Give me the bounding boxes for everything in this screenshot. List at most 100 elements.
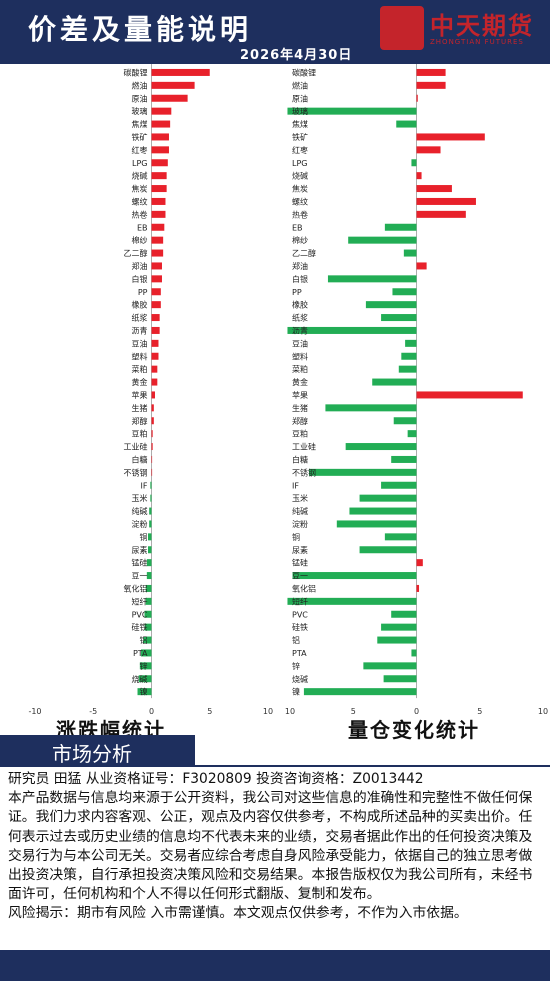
category-label: 螺纹 [292, 196, 308, 206]
x-tick-label: 5 [351, 707, 356, 716]
category-label: 豆粕 [292, 429, 308, 439]
category-label: 乙二醇 [124, 248, 148, 258]
category-label: 烧碱 [132, 674, 148, 684]
x-tick-label: 5 [207, 707, 212, 716]
bar [381, 314, 417, 322]
bar [151, 314, 160, 322]
bar [145, 597, 152, 605]
logo-name: 中天期货 [430, 11, 534, 40]
category-label: 原油 [132, 93, 148, 103]
category-label: PVC [132, 610, 148, 619]
category-label: 燃油 [132, 80, 148, 90]
category-label: 工业硅 [292, 442, 316, 452]
bar [151, 249, 164, 257]
bar [359, 494, 417, 502]
category-label: 烧碱 [292, 674, 308, 684]
category-label: 铜 [292, 532, 300, 542]
x-tick-label: 0 [414, 707, 419, 716]
bar [151, 404, 154, 412]
category-label: 红枣 [132, 145, 148, 155]
bar [416, 94, 418, 102]
category-label: 豆油 [132, 338, 148, 348]
bar [151, 262, 162, 270]
category-label: 尿素 [292, 545, 308, 555]
category-label: PP [292, 288, 302, 297]
bar [151, 236, 164, 244]
category-label: 豆一 [292, 572, 308, 581]
category-label: 淀粉 [132, 519, 148, 529]
category-label: 尿素 [132, 545, 148, 555]
bar [151, 146, 169, 154]
bar [372, 378, 417, 386]
bar-charts: 碳酸锂燃油原油玻璃焦煤铁矿红枣LPG烧碱焦炭螺纹热卷EB棉纱乙二醇郑油白银PP橡… [28, 64, 548, 716]
category-label: 纯碱 [132, 506, 148, 516]
category-label: 郑醇 [292, 416, 308, 426]
category-label: PTA [133, 649, 148, 658]
bar [336, 520, 417, 528]
bar [141, 649, 152, 657]
category-label: 铜 [140, 532, 148, 542]
bar [149, 520, 152, 528]
analysis-text: 研究员 田猛 从业资格证号：F3020809 投资咨询资格：Z0013442 本… [8, 770, 544, 924]
bar [151, 468, 153, 476]
category-label: 不锈钢 [124, 467, 148, 477]
bar [287, 326, 417, 334]
category-label: 生猪 [292, 403, 308, 413]
bar [363, 662, 417, 670]
category-label: 焦煤 [132, 119, 148, 129]
bar [151, 301, 161, 309]
bar [151, 159, 168, 167]
bar [416, 185, 452, 193]
bar [384, 533, 417, 541]
bar [151, 172, 167, 180]
category-label: PTA [292, 649, 307, 658]
bar [146, 559, 152, 567]
category-label: 锰硅 [292, 558, 308, 568]
bar [144, 623, 152, 631]
category-label: 铝 [292, 635, 300, 645]
category-label: 短纤 [132, 596, 148, 606]
category-label: 氧化铝 [124, 583, 148, 593]
x-tick-label: 10 [263, 707, 273, 716]
category-label: 郑油 [292, 261, 308, 271]
category-label: 橡胶 [292, 300, 308, 310]
bar [151, 443, 153, 451]
category-label: 玉米 [132, 493, 148, 503]
category-label: 棉纱 [292, 235, 308, 245]
bar [396, 120, 417, 128]
category-label: 硅铁 [292, 622, 308, 632]
category-label: 白银 [132, 274, 148, 284]
category-label: 菜粕 [292, 364, 308, 374]
bar [416, 68, 446, 76]
category-label: 沥青 [132, 325, 148, 335]
bar [325, 404, 417, 412]
category-label: PP [138, 288, 148, 297]
company-logo: 中天期货 ZHONGTIAN FUTURES [380, 4, 540, 52]
category-label: 纸浆 [132, 313, 148, 323]
researcher-line: 研究员 田猛 从业资格证号：F3020809 投资咨询资格：Z0013442 [8, 771, 424, 787]
category-label: 豆一 [132, 572, 148, 581]
category-label: 螺纹 [132, 196, 148, 206]
x-tick-label: 5 [477, 707, 482, 716]
bar [151, 455, 153, 463]
bar [308, 468, 417, 476]
bar [146, 572, 152, 580]
category-label: 不锈钢 [292, 467, 316, 477]
disclaimer-text: 本产品数据与信息均来源于公开资料，我公司对这些信息的准确性和完整性不做任何保证。… [8, 790, 533, 903]
page-title: 价差及量能说明 [28, 13, 253, 46]
category-label: 塑料 [132, 351, 148, 361]
category-label: LPG [292, 159, 307, 168]
bar [137, 688, 152, 696]
bar [383, 675, 417, 683]
bar [416, 584, 420, 592]
bar [365, 301, 417, 309]
bar [391, 455, 417, 463]
risk-line: 风险揭示：期市有风险 入市需谨慎。本文观点仅供参考，不作为入市依据。 [8, 905, 468, 922]
bar [392, 288, 417, 296]
category-label: 苹果 [132, 390, 148, 400]
category-label: 塑料 [292, 351, 308, 361]
category-label: 工业硅 [124, 442, 148, 452]
logo-emblem-icon [380, 6, 424, 50]
bar [151, 120, 171, 128]
category-label: 碳酸锂 [124, 67, 148, 77]
